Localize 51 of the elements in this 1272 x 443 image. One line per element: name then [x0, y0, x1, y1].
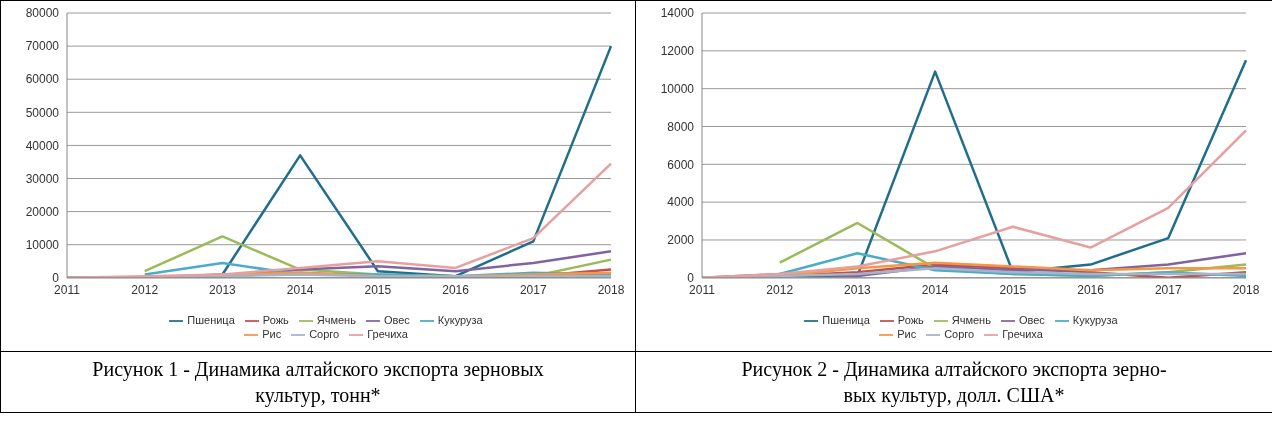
y-tick-label: 2000 — [667, 233, 695, 248]
legend-label: Кукуруза — [1072, 313, 1118, 326]
x-tick-label: 2017 — [519, 283, 547, 298]
y-tick-label: 50000 — [25, 105, 60, 120]
legend-label: Пшеница — [822, 313, 870, 326]
x-tick-label: 2012 — [131, 283, 159, 298]
x-tick-label: 2011 — [54, 283, 81, 298]
y-tick-label: 40000 — [25, 138, 60, 153]
y-tick-label: 0 — [52, 271, 60, 286]
y-tick-label: 12000 — [660, 44, 695, 59]
y-tick-label: 4000 — [667, 195, 695, 210]
legend-label: Гречиха — [367, 327, 408, 340]
legend-label: Рожь — [262, 313, 289, 326]
x-tick-label: 2018 — [1232, 283, 1260, 298]
y-tick-label: 60000 — [25, 72, 60, 87]
x-tick-label: 2017 — [1154, 283, 1182, 298]
legend-label: Рис — [897, 327, 917, 340]
x-tick-label: 2018 — [597, 283, 625, 298]
x-tick-label: 2016 — [442, 283, 470, 298]
y-tick-label: 80000 — [25, 6, 60, 21]
y-tick-label: 20000 — [25, 204, 60, 219]
x-tick-label: 2012 — [766, 283, 794, 298]
legend-label: Рис — [262, 327, 282, 340]
text: Рисунок 2 - Динамика алтайского экспорта зерно-вых культур, долл. США* — [636, 352, 1272, 413]
y-tick-label: 10000 — [660, 81, 695, 96]
legend-label: Сорго — [944, 327, 975, 340]
x-tick-label: 2014 — [921, 283, 949, 298]
y-tick-label: 10000 — [25, 237, 60, 252]
y-tick-label: 70000 — [25, 39, 60, 54]
x-tick-label: 2015 — [364, 283, 392, 298]
y-tick-label: 30000 — [25, 171, 60, 186]
legend-label: Пшеница — [187, 313, 235, 326]
y-tick-label: 6000 — [667, 157, 695, 172]
x-tick-label: 2011 — [689, 283, 716, 298]
x-tick-label: 2013 — [844, 283, 872, 298]
y-tick-label: 14000 — [660, 6, 695, 21]
x-tick-label: 2014 — [286, 283, 314, 298]
legend-label: Кукуруза — [437, 313, 483, 326]
y-tick-label: 0 — [687, 271, 695, 286]
legend-label: Ячмень — [951, 313, 991, 326]
legend-label: Рожь — [897, 313, 924, 326]
legend-label: Овес — [1018, 313, 1045, 326]
legend-label: Овес — [383, 313, 410, 326]
legend-label: Гречиха — [1002, 327, 1043, 340]
x-tick-label: 2015 — [999, 283, 1027, 298]
legend-label: Сорго — [309, 327, 340, 340]
x-tick-label: 2013 — [209, 283, 237, 298]
x-tick-label: 2016 — [1077, 283, 1105, 298]
legend-label: Ячмень — [316, 313, 356, 326]
y-tick-label: 8000 — [667, 119, 695, 134]
text: Рисунок 1 - Динамика алтайского экспорта зерновых культур, тонн* — [0, 352, 635, 413]
